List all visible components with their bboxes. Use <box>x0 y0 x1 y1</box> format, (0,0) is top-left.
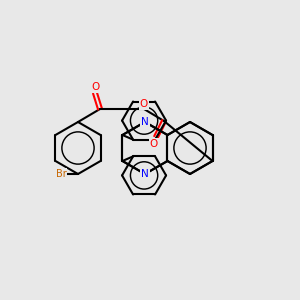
Text: N: N <box>141 117 149 127</box>
Text: N: N <box>141 169 149 179</box>
Text: N: N <box>141 117 149 127</box>
Text: O: O <box>150 139 158 149</box>
Text: O: O <box>91 82 99 92</box>
Text: O: O <box>150 139 158 149</box>
Text: N: N <box>141 169 149 179</box>
Text: O: O <box>91 82 99 92</box>
Text: O: O <box>140 99 148 109</box>
Text: Br: Br <box>56 169 66 179</box>
Text: Br: Br <box>56 169 66 179</box>
Text: O: O <box>140 99 148 109</box>
